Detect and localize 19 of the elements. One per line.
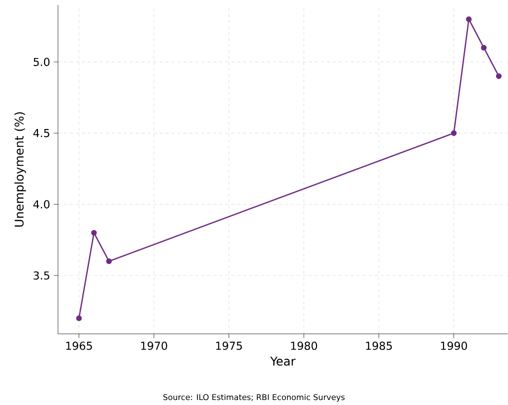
point: [76, 315, 82, 322]
x-tick-label: 1975: [216, 342, 242, 350]
y-tick-label: 4.5: [33, 129, 50, 138]
x-tick-label: 1980: [291, 342, 318, 350]
y-tick-label: 5.0: [34, 58, 50, 66]
point: [466, 16, 472, 22]
point: [496, 73, 502, 80]
point: [450, 130, 457, 136]
x-tick-label: 1990: [441, 342, 468, 350]
y-tick-label: 4.0: [33, 200, 50, 208]
y-tick-label: 3.5: [34, 271, 50, 280]
y-axis-title: Unemployment (%): [14, 112, 26, 227]
x-tick-label: 1970: [141, 342, 168, 350]
point: [91, 230, 97, 236]
x-tick-label: 1985: [366, 342, 392, 350]
x-tick-label: 1965: [66, 342, 92, 350]
point: [480, 44, 487, 51]
x-axis-title: Year: [270, 356, 296, 366]
point: [106, 258, 112, 264]
